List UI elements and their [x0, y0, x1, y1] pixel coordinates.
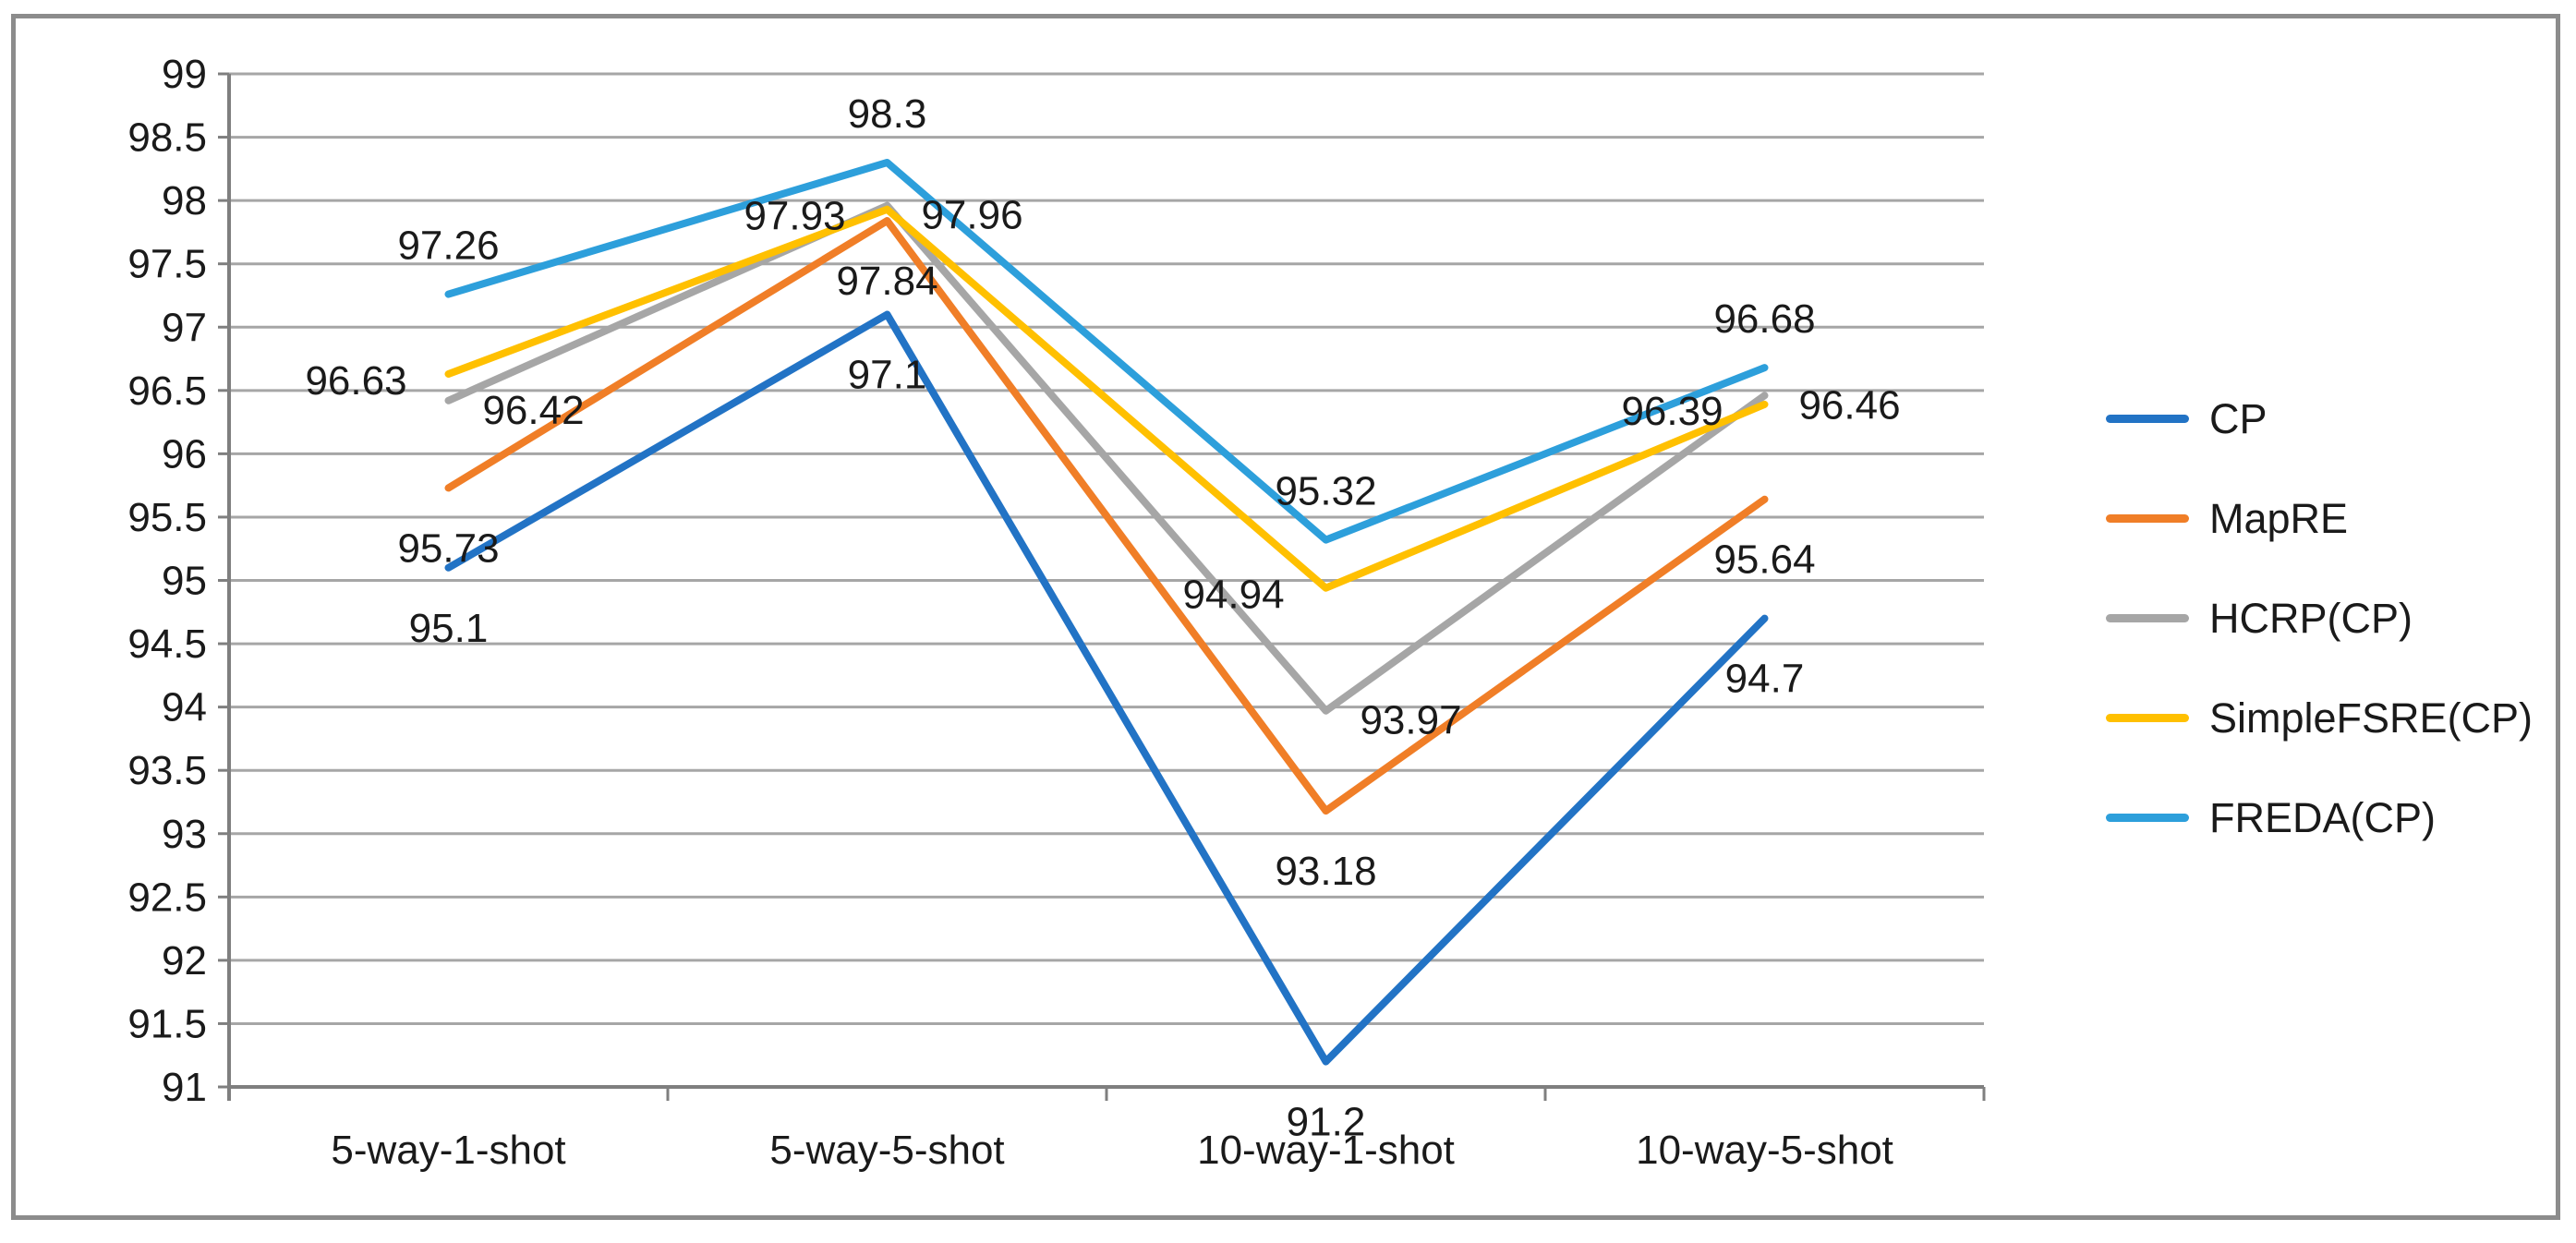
data-label: 93.97: [1360, 698, 1461, 743]
series-line-mapre: [444, 217, 1769, 815]
data-label: 95.73: [397, 525, 499, 571]
x-category-label: 5-way-1-shot: [331, 1128, 565, 1173]
x-category-label: 5-way-5-shot: [769, 1128, 1004, 1173]
y-tick-label: 93: [162, 812, 207, 857]
y-tick-label: 94: [162, 685, 207, 730]
y-tick-label: 91.5: [127, 1001, 207, 1046]
y-tick-label: 96.5: [127, 368, 207, 414]
data-label: 97.96: [921, 193, 1022, 238]
data-label: 96.42: [482, 388, 584, 433]
data-label: 96.68: [1713, 296, 1815, 342]
data-label: 94.7: [1725, 657, 1805, 702]
x-category-label: 10-way-1-shot: [1197, 1128, 1455, 1173]
legend-label: MapRE: [2209, 494, 2349, 542]
legend-item-freda-cp-: FREDA(CP): [2106, 794, 2533, 841]
legend-item-mapre: MapRE: [2106, 495, 2533, 542]
legend-label: SimpleFSRE(CP): [2209, 694, 2534, 742]
y-tick-label: 99: [162, 52, 207, 97]
series-line-hcrp-cp-: [444, 201, 1769, 715]
data-label: 95.64: [1713, 537, 1815, 583]
data-label: 94.94: [1182, 573, 1284, 618]
data-label: 97.84: [836, 259, 937, 304]
y-tick-label: 92.5: [127, 875, 207, 920]
y-tick-label: 97.5: [127, 242, 207, 287]
y-tick-label: 97: [162, 305, 207, 350]
legend-label: CP: [2209, 394, 2268, 442]
legend-swatch: [2106, 415, 2189, 423]
y-tick-label: 93.5: [127, 748, 207, 793]
data-label: 97.93: [744, 194, 845, 239]
data-label: 96.46: [1798, 382, 1900, 428]
y-tick-label: 91: [162, 1065, 207, 1110]
data-label: 95.32: [1275, 469, 1376, 514]
legend-item-hcrp-cp-: HCRP(CP): [2106, 595, 2533, 642]
legend-swatch: [2106, 614, 2189, 622]
legend-swatch: [2106, 514, 2189, 523]
data-label: 93.18: [1275, 849, 1376, 894]
chart-legend: CP MapRE HCRP(CP) SimpleFSRE(CP) FREDA(CP): [2106, 395, 2533, 841]
legend-swatch: [2106, 814, 2189, 822]
data-label: 96.39: [1621, 389, 1723, 434]
y-tick-label: 94.5: [127, 622, 207, 667]
legend-label: HCRP(CP): [2209, 594, 2413, 642]
y-tick-label: 96: [162, 431, 207, 477]
data-label: 91.2: [1287, 1100, 1366, 1145]
data-label: 97.26: [397, 223, 499, 269]
legend-swatch: [2106, 714, 2189, 722]
data-label: 96.63: [305, 358, 406, 404]
x-category-label: 10-way-5-shot: [1636, 1128, 1893, 1173]
y-tick-label: 95: [162, 559, 207, 604]
data-label: 97.1: [848, 353, 927, 398]
series-line-simplefsre-cp-: [444, 205, 1769, 592]
series-line-freda-cp-: [444, 158, 1769, 544]
y-tick-label: 92: [162, 938, 207, 984]
data-label: 95.1: [409, 606, 489, 651]
y-tick-label: 98.5: [127, 115, 207, 161]
legend-item-simplefsre-cp-: SimpleFSRE(CP): [2106, 694, 2533, 742]
legend-item-cp: CP: [2106, 395, 2533, 442]
data-label: 98.3: [848, 91, 927, 137]
y-tick-label: 95.5: [127, 495, 207, 540]
series-line-cp: [444, 310, 1769, 1066]
legend-label: FREDA(CP): [2209, 793, 2436, 841]
y-tick-label: 98: [162, 178, 207, 223]
